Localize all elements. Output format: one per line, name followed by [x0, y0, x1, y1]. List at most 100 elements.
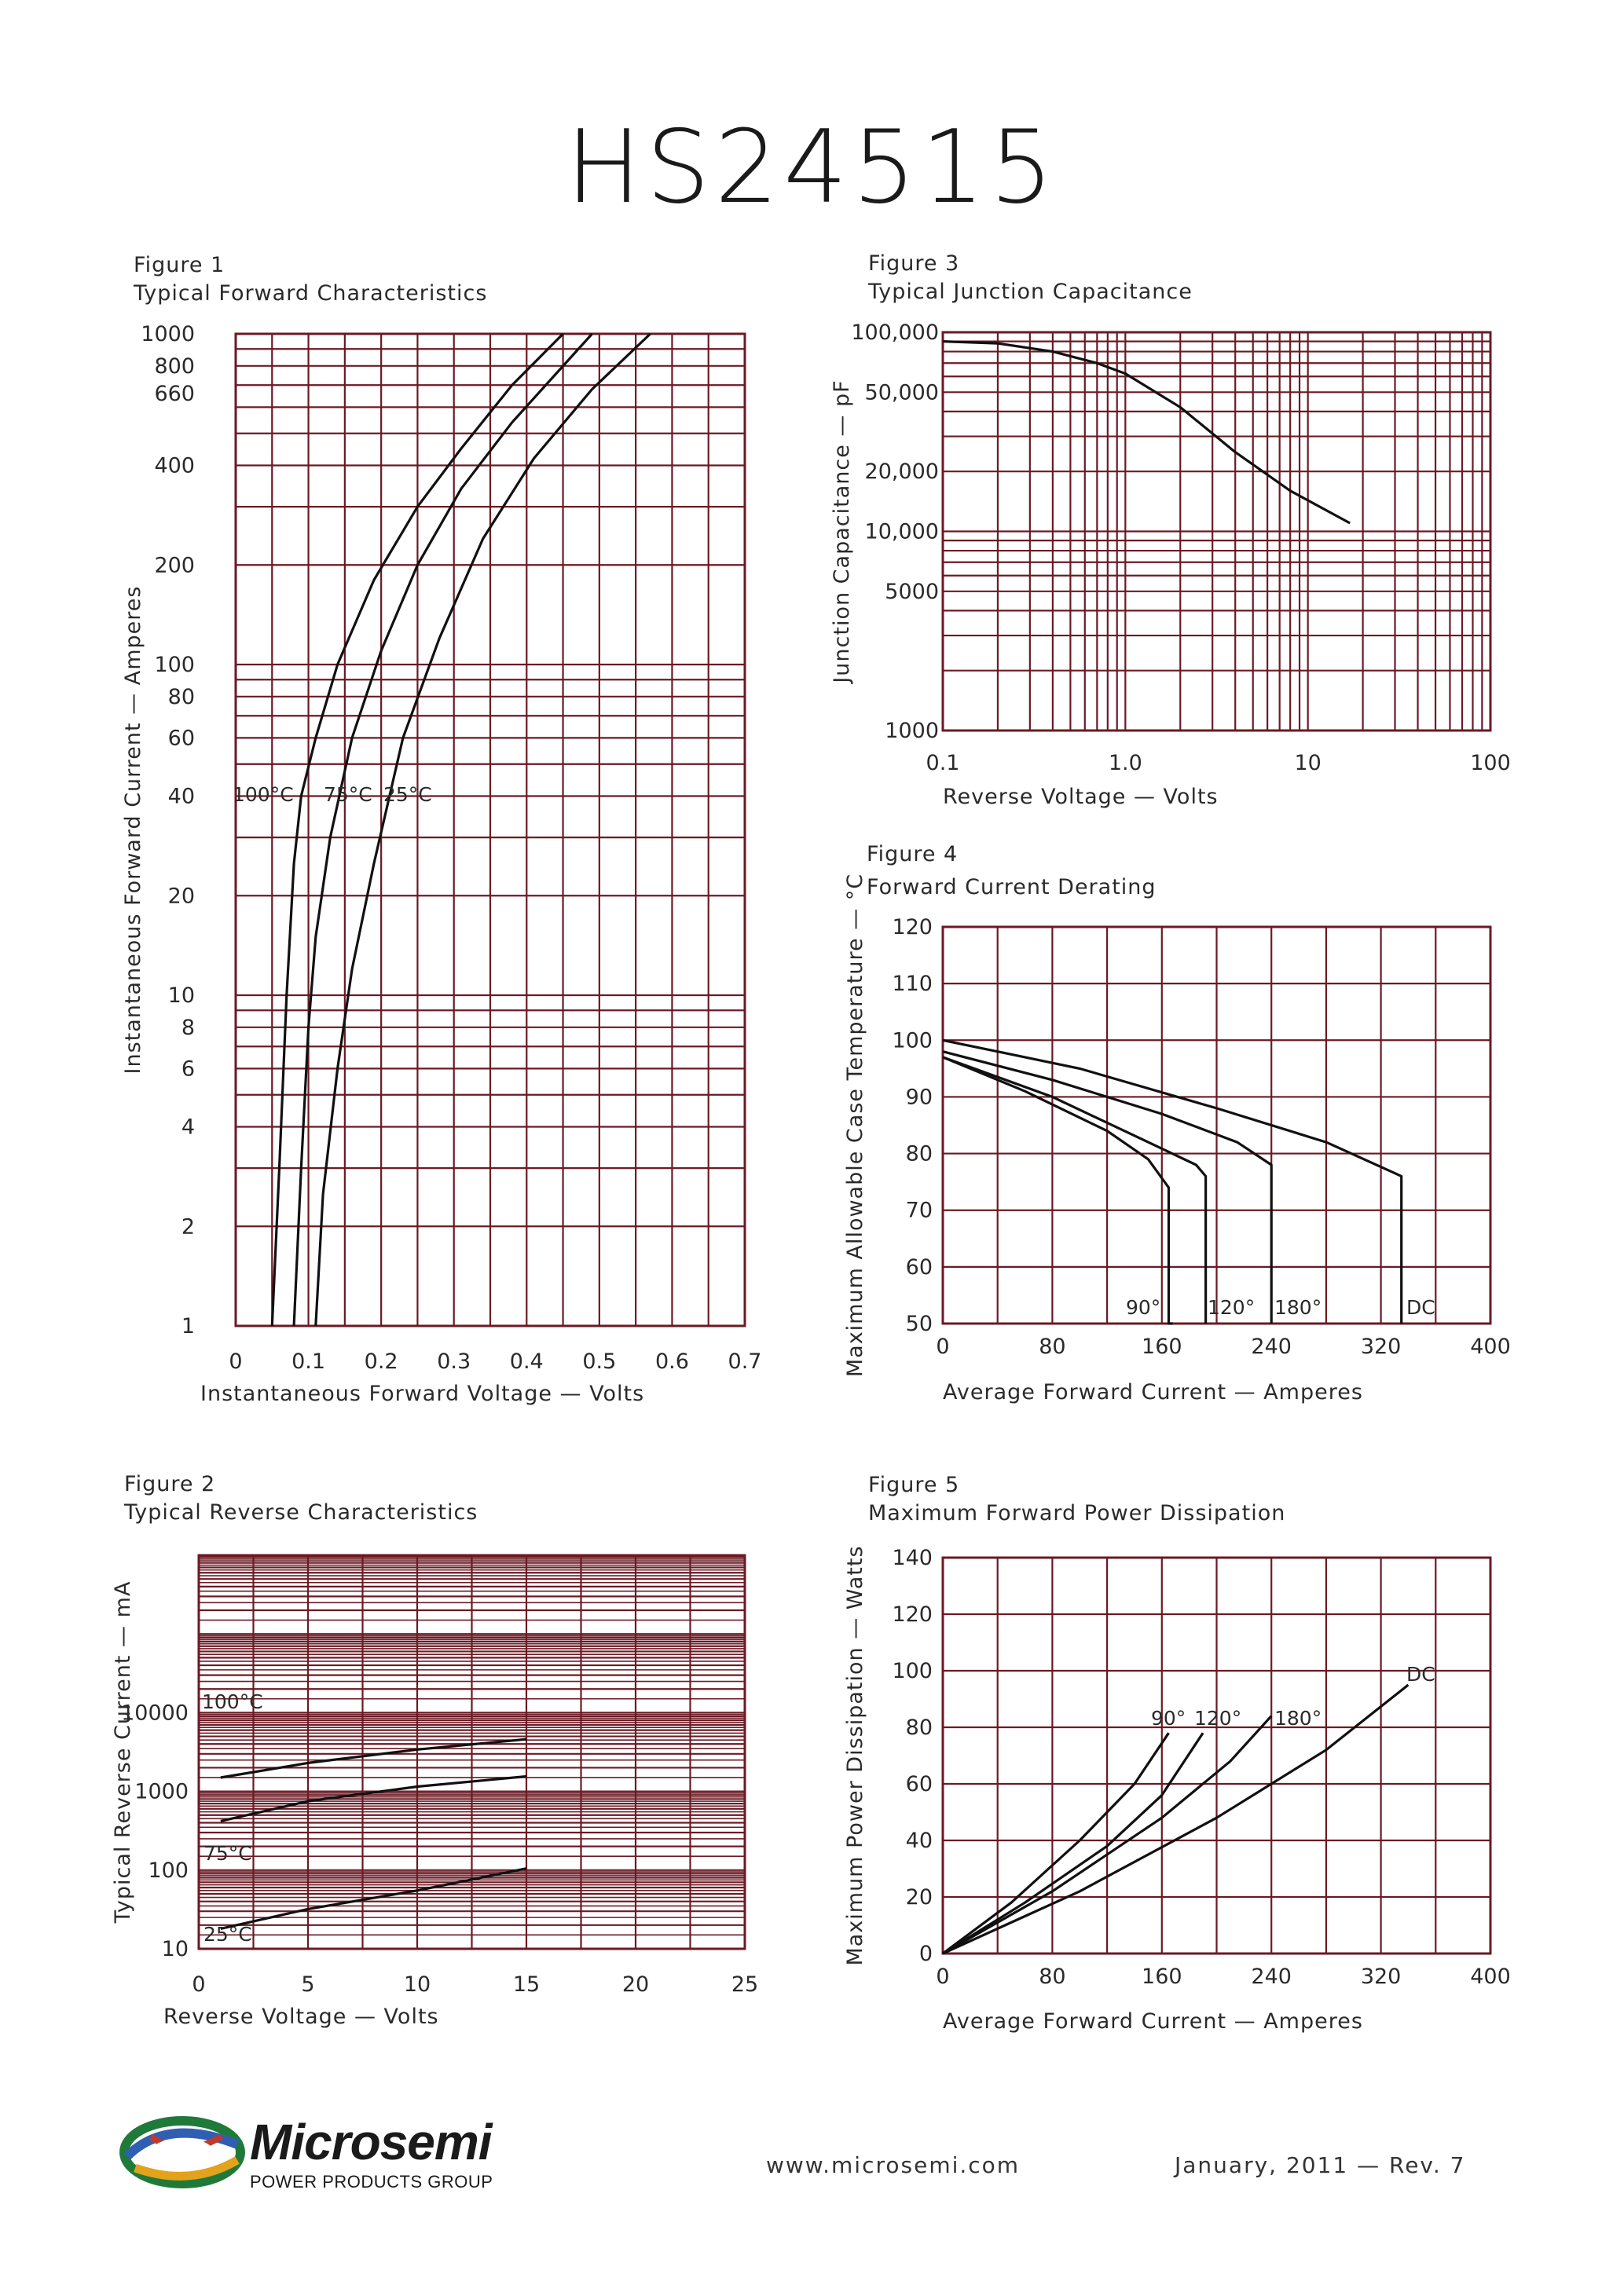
fig2-y-tick-label: 10000	[121, 1701, 189, 1725]
fig2-y-tick-label: 1000	[134, 1780, 189, 1804]
fig4-curve-annotation: 120°	[1208, 1296, 1255, 1319]
logo-swoosh-icon	[119, 2116, 245, 2188]
fig1-curve-annotation: 100°C	[233, 783, 294, 806]
fig1-y-tick-label: 100	[154, 653, 195, 677]
fig3-x-tick-label: 100	[1470, 751, 1511, 775]
fig1-x-tick-label: 0.7	[728, 1349, 762, 1374]
fig4-y-tick-label: 80	[906, 1142, 933, 1166]
fig1-series-1-line	[292, 332, 593, 1327]
fig2-x-tick-label: 10	[404, 1972, 431, 1997]
fig5-series-2-line	[942, 1715, 1273, 1955]
footer-date: January, 2011 — Rev. 7	[1175, 2152, 1466, 2178]
fig2-label: Figure 2	[124, 1472, 216, 1496]
fig4-y-axis-label: Maximum Allowable Case Temperature — °C	[843, 873, 867, 1377]
fig1-y-tick-label: 20	[168, 884, 195, 908]
fig1-curve-annotation: 75°C	[324, 783, 372, 806]
fig1-series-2-line	[314, 332, 651, 1327]
fig1-x-tick-label: 0.1	[291, 1349, 325, 1374]
fig3-y-tick-label: 1000	[885, 719, 939, 743]
fig3-y-axis-label: Junction Capacitance — pF	[830, 379, 854, 684]
fig2-y-tick-label: 100	[148, 1858, 189, 1883]
fig1-y-tick-label: 60	[168, 726, 195, 750]
fig4-y-tick-label: 90	[906, 1085, 933, 1109]
fig1-y-tick-label: 1000	[141, 322, 195, 346]
fig4-series-0-line	[942, 1056, 1173, 1325]
fig4-title: Forward Current Derating	[867, 875, 1157, 899]
fig1-series-0-line	[270, 332, 564, 1327]
fig4-y-tick-label: 100	[892, 1028, 933, 1053]
fig3-x-tick-label: 10	[1294, 751, 1321, 775]
fig1-y-axis-label: Instantaneous Forward Current — Amperes	[121, 586, 145, 1075]
fig2-x-axis-label: Reverse Voltage — Volts	[163, 2005, 439, 2029]
fig5-y-tick-label: 100	[892, 1659, 933, 1683]
fig5-x-tick-label: 80	[1039, 1965, 1065, 1989]
fig5-y-axis-label: Maximum Power Dissipation — Watts	[843, 1545, 867, 1965]
fig3-title: Typical Junction Capacitance	[868, 280, 1193, 304]
fig5-y-tick-label: 120	[892, 1602, 933, 1627]
fig3-y-tick-label: 10,000	[865, 520, 939, 544]
fig1-x-tick-label: 0.2	[365, 1349, 398, 1374]
fig2-curve-annotation: 75°C	[203, 1842, 252, 1865]
fig4-curve-annotation: 180°	[1274, 1296, 1322, 1319]
fig1-y-tick-label: 4	[181, 1115, 195, 1140]
fig5-curve-annotation: 180°	[1274, 1707, 1322, 1730]
fig1-y-tick-label: 1	[181, 1314, 195, 1338]
fig1-y-tick-label: 10	[168, 983, 195, 1008]
fig4-label: Figure 4	[867, 842, 959, 866]
fig4-y-tick-label: 50	[906, 1312, 933, 1336]
fig2-title: Typical Reverse Characteristics	[124, 1500, 478, 1525]
fig5-y-tick-label: 0	[919, 1942, 933, 1966]
fig5-series-0-line	[942, 1732, 1170, 1955]
fig2-y-tick-label: 10	[162, 1937, 189, 1961]
fig2-x-tick-label: 0	[192, 1972, 205, 1997]
fig5-label: Figure 5	[868, 1473, 960, 1497]
fig3-plot-frame	[941, 331, 1492, 732]
fig1-y-tick-label: 800	[154, 354, 195, 379]
fig4-y-tick-label: 110	[892, 972, 933, 996]
fig4-caption: Figure 4 Forward Current Derating	[867, 840, 1157, 902]
fig1-curve-annotation: 25°C	[383, 783, 432, 806]
fig5-x-tick-label: 0	[936, 1965, 949, 1989]
fig1-x-tick-label: 0	[229, 1349, 242, 1374]
fig4-x-tick-label: 400	[1470, 1335, 1511, 1359]
fig5-curve-annotation: 90°	[1151, 1707, 1186, 1730]
fig5-plot-frame	[941, 1556, 1492, 1955]
fig3-y-tick-label: 5000	[885, 580, 939, 604]
fig5-x-tick-label: 320	[1361, 1965, 1402, 1989]
fig5-y-tick-label: 40	[906, 1829, 933, 1853]
fig3-x-tick-label: 0.1	[926, 751, 960, 775]
fig2-series-0-line	[220, 1738, 527, 1779]
fig1-y-tick-label: 8	[181, 1016, 195, 1040]
fig4-series-3-line	[942, 1038, 1403, 1324]
fig4-series-2-line	[942, 1050, 1273, 1324]
fig1-title: Typical Forward Characteristics	[134, 281, 488, 306]
fig4-x-axis-label: Average Forward Current — Amperes	[943, 1380, 1363, 1404]
fig4-curve-annotation: DC	[1406, 1296, 1435, 1319]
fig3-x-axis-label: Reverse Voltage — Volts	[943, 785, 1219, 809]
fig5-y-tick-label: 20	[906, 1885, 933, 1910]
fig4-y-tick-label: 60	[906, 1255, 933, 1280]
fig5-x-axis-label: Average Forward Current — Amperes	[943, 2009, 1363, 2034]
fig1-y-tick-label: 80	[168, 685, 195, 709]
fig5-curve-annotation: DC	[1406, 1663, 1435, 1686]
fig2-x-tick-label: 15	[513, 1972, 540, 1997]
fig3-caption: Figure 3 Typical Junction Capacitance	[868, 250, 1193, 306]
fig4-y-tick-label: 120	[892, 915, 933, 939]
fig1-y-tick-label: 6	[181, 1056, 195, 1081]
footer-url[interactable]: www.microsemi.com	[766, 2152, 1021, 2178]
page-title: HS24515	[566, 109, 1058, 226]
fig5-series-3-line	[942, 1683, 1410, 1955]
fig4-x-tick-label: 240	[1251, 1335, 1292, 1359]
fig1-x-tick-label: 0.6	[655, 1349, 689, 1374]
fig2-caption: Figure 2 Typical Reverse Characteristics	[124, 1470, 478, 1527]
fig4-plot-frame	[941, 925, 1492, 1325]
fig2-series-2-line	[220, 1867, 527, 1930]
fig4-series-1-line	[942, 1056, 1208, 1324]
fig2-x-tick-label: 20	[622, 1972, 649, 1997]
fig1-y-tick-label: 660	[154, 382, 195, 406]
fig1-y-tick-label: 40	[168, 785, 195, 809]
fig3-y-tick-label: 50,000	[865, 380, 939, 405]
fig3-y-tick-label: 100,000	[851, 320, 939, 345]
fig4-x-tick-label: 80	[1039, 1335, 1065, 1359]
